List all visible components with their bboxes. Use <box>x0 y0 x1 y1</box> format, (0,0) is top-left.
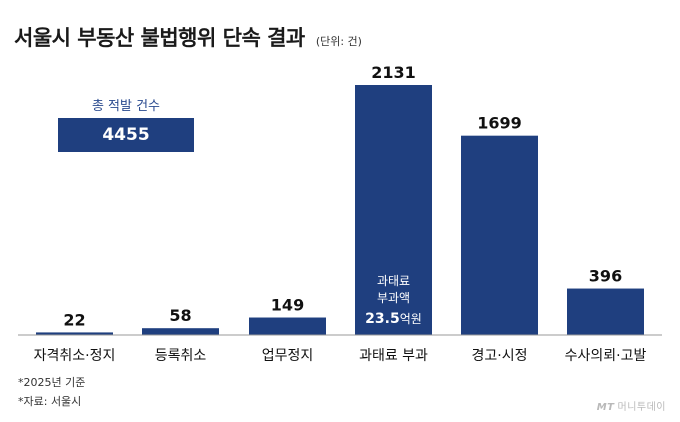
annotation-line1: 과태료 <box>377 274 410 288</box>
value-label-6: 396 <box>589 267 622 286</box>
watermark-name: 머니투데이 <box>617 402 666 413</box>
annotation-amount: 23.5억원 <box>365 311 422 327</box>
value-label-1: 22 <box>63 310 85 329</box>
annotation-amount-value: 23.5 <box>365 311 400 327</box>
annotation-line2: 부과액 <box>377 291 410 305</box>
summary-value: 4455 <box>102 125 150 145</box>
bar-6 <box>567 288 644 335</box>
footnote-basis: *2025년 기준 <box>18 376 86 389</box>
unit-label: (단위: 건) <box>315 35 362 48</box>
summary-label: 총 적발 건수 <box>91 99 161 114</box>
chart-title: 서울시 부동산 불법행위 단속 결과 <box>14 26 305 50</box>
summary-bar: 4455 <box>58 118 194 152</box>
value-label-3: 149 <box>271 296 304 315</box>
footnote-source: *자료: 서울시 <box>18 395 82 408</box>
category-label-6: 수사의뢰·고발 <box>565 348 647 364</box>
bar-1 <box>36 332 113 335</box>
bar-2 <box>142 328 219 335</box>
bar-3 <box>249 317 326 335</box>
category-label-2: 등록취소 <box>155 348 207 364</box>
bar-4 <box>355 85 432 335</box>
value-label-5: 1699 <box>477 114 522 133</box>
bar-5 <box>461 135 538 335</box>
category-label-3: 업무정지 <box>262 348 314 364</box>
watermark: MT 머니투데이 <box>597 398 666 413</box>
value-label-4: 2131 <box>371 63 416 82</box>
value-label-2: 58 <box>169 306 191 325</box>
category-label-1: 자격취소·정지 <box>34 348 116 364</box>
category-label-5: 경고·시정 <box>472 348 528 364</box>
title-row: 서울시 부동산 불법행위 단속 결과 (단위: 건) <box>14 22 362 52</box>
category-label-4: 과태료 부과 <box>359 348 428 364</box>
watermark-logo: MT <box>596 402 615 413</box>
annotation-amount-unit: 억원 <box>400 312 422 326</box>
